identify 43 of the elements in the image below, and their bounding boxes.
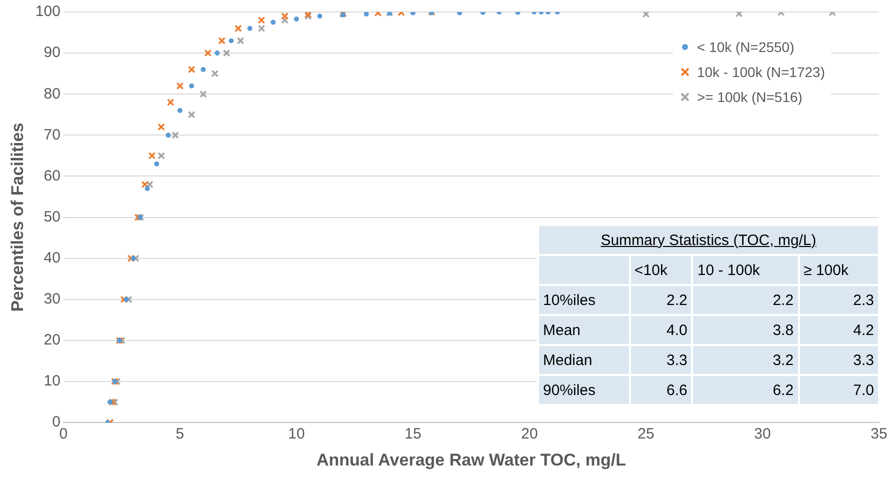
x-tick-label: 20	[521, 426, 538, 443]
legend-label: 10k - 100k (N=1723)	[696, 64, 825, 80]
annotation: Mean	[538, 315, 630, 345]
annotation: 2.3	[798, 285, 879, 315]
annotation: ≥ 100k	[798, 255, 879, 285]
annotation: <10k	[630, 255, 692, 285]
x-tick-label: 5	[176, 426, 184, 443]
x-tick-label: 35	[870, 426, 888, 443]
legend-label: >= 100k (N=516)	[696, 88, 802, 104]
annotation: 3.8	[692, 315, 799, 345]
x-tick-label: 15	[404, 426, 422, 443]
annotation: 90%iles	[538, 375, 630, 405]
annotation: 3.3	[630, 345, 692, 375]
x-tick-label: 25	[638, 426, 654, 443]
y-tick-label: 80	[44, 85, 60, 102]
y-tick-label: 50	[44, 208, 60, 226]
annotation: 4.0	[630, 315, 692, 345]
annotation: 2.2	[692, 285, 799, 315]
x-tick-label: 10	[288, 426, 305, 443]
annotation: 3.2	[692, 345, 799, 375]
annotation: 10%iles	[538, 285, 630, 315]
annotation: Summary Statistics (TOC, mg/L)	[538, 225, 879, 255]
annotation: 7.0	[798, 375, 879, 405]
y-tick-label: 40	[44, 250, 60, 266]
x-axis-title: Annual Average Raw Water TOC, mg/L	[316, 450, 626, 470]
annotation: 4.2	[798, 315, 879, 345]
annotation: 6.2	[692, 375, 799, 405]
y-axis-title: Percentiles of Facilities	[8, 122, 27, 312]
y-tick-label: 60	[44, 167, 60, 184]
annotation: 2.2	[630, 285, 692, 315]
annotation: 3.3	[798, 345, 879, 375]
annotation: 10 - 100k	[692, 255, 799, 285]
y-tick-label: 10	[44, 372, 60, 390]
y-tick-label: 90	[44, 44, 60, 62]
x-tick-label: 30	[754, 426, 771, 443]
y-tick-label: 30	[44, 290, 60, 308]
legend-label: < 10k (N=2550)	[696, 38, 794, 54]
y-tick-label: 70	[44, 126, 60, 144]
y-tick-label: 100	[35, 3, 60, 20]
annotation: Median	[538, 345, 630, 375]
annotation: 6.6	[630, 375, 692, 405]
y-tick-label: 20	[44, 332, 60, 349]
y-tick-label: 0	[52, 414, 60, 431]
